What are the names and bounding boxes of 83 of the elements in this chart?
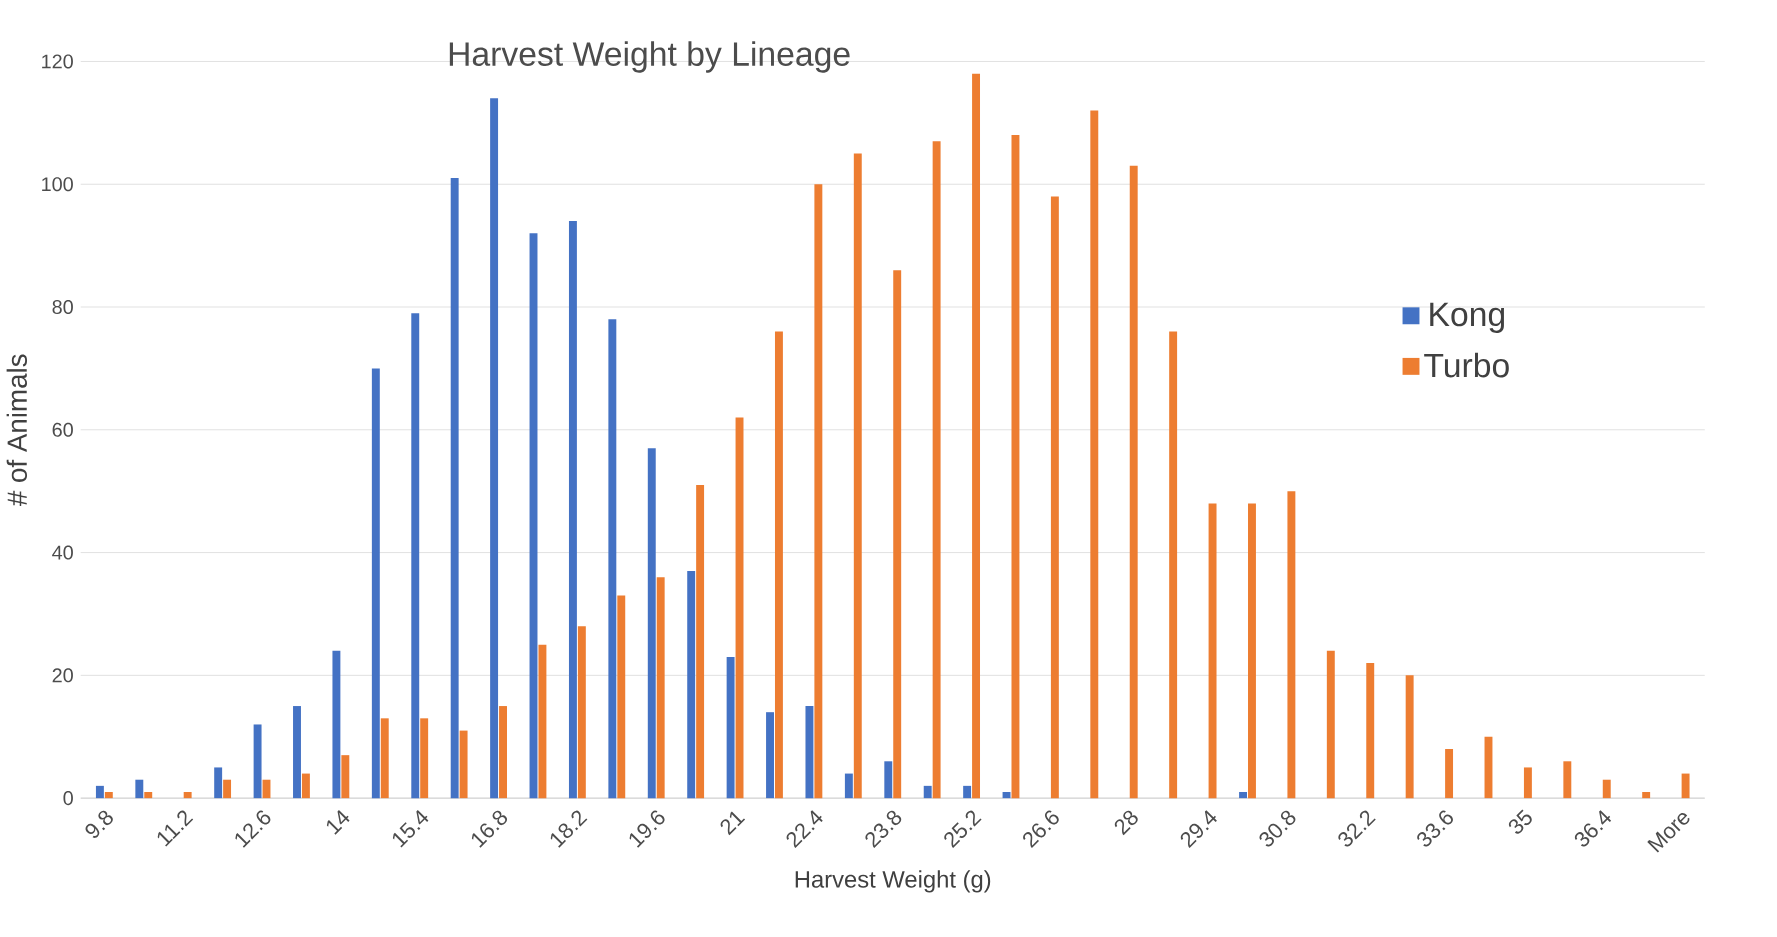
bar: [341, 755, 350, 799]
chart-title: Harvest Weight by Lineage: [449, 41, 850, 73]
bar: [1642, 792, 1651, 799]
bar: [490, 98, 499, 799]
y-tick-label: 0: [63, 791, 73, 806]
bar: [1169, 331, 1178, 799]
bar: [1326, 650, 1335, 799]
bar: [656, 577, 665, 799]
bar: [223, 779, 232, 799]
bar: [726, 656, 735, 799]
x-tick-label: 35: [1508, 809, 1532, 834]
bar: [1445, 749, 1454, 799]
bar: [647, 448, 656, 799]
bar: [805, 706, 814, 799]
bar: [144, 792, 153, 799]
bar: [371, 368, 380, 799]
bar: [1681, 773, 1690, 799]
bar: [932, 141, 941, 799]
bar: [1602, 779, 1611, 799]
bar: [104, 792, 113, 799]
bar: [608, 319, 617, 799]
x-tick-label: 28: [1114, 810, 1138, 836]
y-tick-label: 120: [42, 54, 73, 69]
bar: [450, 178, 459, 799]
y-axis-title: # of Animals: [6, 354, 28, 507]
bar: [1090, 110, 1099, 799]
bar: [214, 767, 223, 799]
bar: [963, 785, 972, 799]
bar: [1563, 761, 1572, 799]
bar: [95, 785, 104, 799]
bar: [1050, 196, 1059, 799]
bar: [293, 706, 301, 799]
bar: [814, 184, 823, 799]
bar: [183, 792, 192, 799]
bar: [893, 270, 902, 799]
bar: [1405, 675, 1414, 799]
bar: [1239, 792, 1248, 799]
bar: [1129, 165, 1138, 799]
x-tick-label: 14: [326, 810, 350, 835]
bar: [332, 650, 341, 799]
bar: [380, 718, 389, 799]
y-tick-label: 100: [42, 177, 73, 192]
y-tick-label: 20: [52, 668, 73, 683]
bar: [766, 712, 774, 799]
bar: [411, 313, 420, 799]
bar: [1523, 767, 1532, 799]
y-tick-label: 60: [52, 422, 73, 437]
bar: [135, 779, 144, 799]
bar: [301, 773, 310, 799]
x-tick-label: 9.8: [85, 810, 113, 838]
bar: [617, 595, 626, 799]
bar: [568, 221, 577, 799]
bar: [1011, 135, 1020, 799]
bar: [1002, 792, 1011, 799]
bar: [1208, 503, 1217, 799]
legend-label: Turbo: [1424, 352, 1509, 378]
bar: [696, 485, 705, 799]
bar: [972, 73, 980, 799]
x-tick-label: 33.6: [1417, 810, 1453, 847]
bar: [853, 153, 862, 799]
bar: [1248, 503, 1256, 799]
bar: [774, 331, 783, 799]
bar: [499, 706, 507, 799]
bar: [538, 644, 547, 799]
x-tick-label: 30.8: [1259, 810, 1296, 847]
bar: [1287, 491, 1296, 799]
bar: [884, 761, 893, 799]
bar: [459, 730, 468, 799]
x-axis-title: Harvest Weight (g): [795, 870, 991, 893]
bar: [1366, 663, 1375, 799]
bar: [844, 773, 853, 799]
bar: [253, 724, 262, 799]
y-tick-label: 80: [52, 300, 73, 315]
bar: [923, 785, 932, 799]
x-tick-label: 36.4: [1574, 810, 1612, 847]
y-tick-label: 40: [52, 545, 73, 560]
bar: [420, 718, 429, 799]
x-tick-label: 11.2: [157, 810, 194, 847]
bar: [577, 626, 586, 799]
bar: [687, 571, 696, 799]
x-tick-label: 21: [720, 811, 746, 836]
legend-label: Kong: [1430, 302, 1505, 333]
x-tick-label: 32.2: [1338, 810, 1376, 847]
